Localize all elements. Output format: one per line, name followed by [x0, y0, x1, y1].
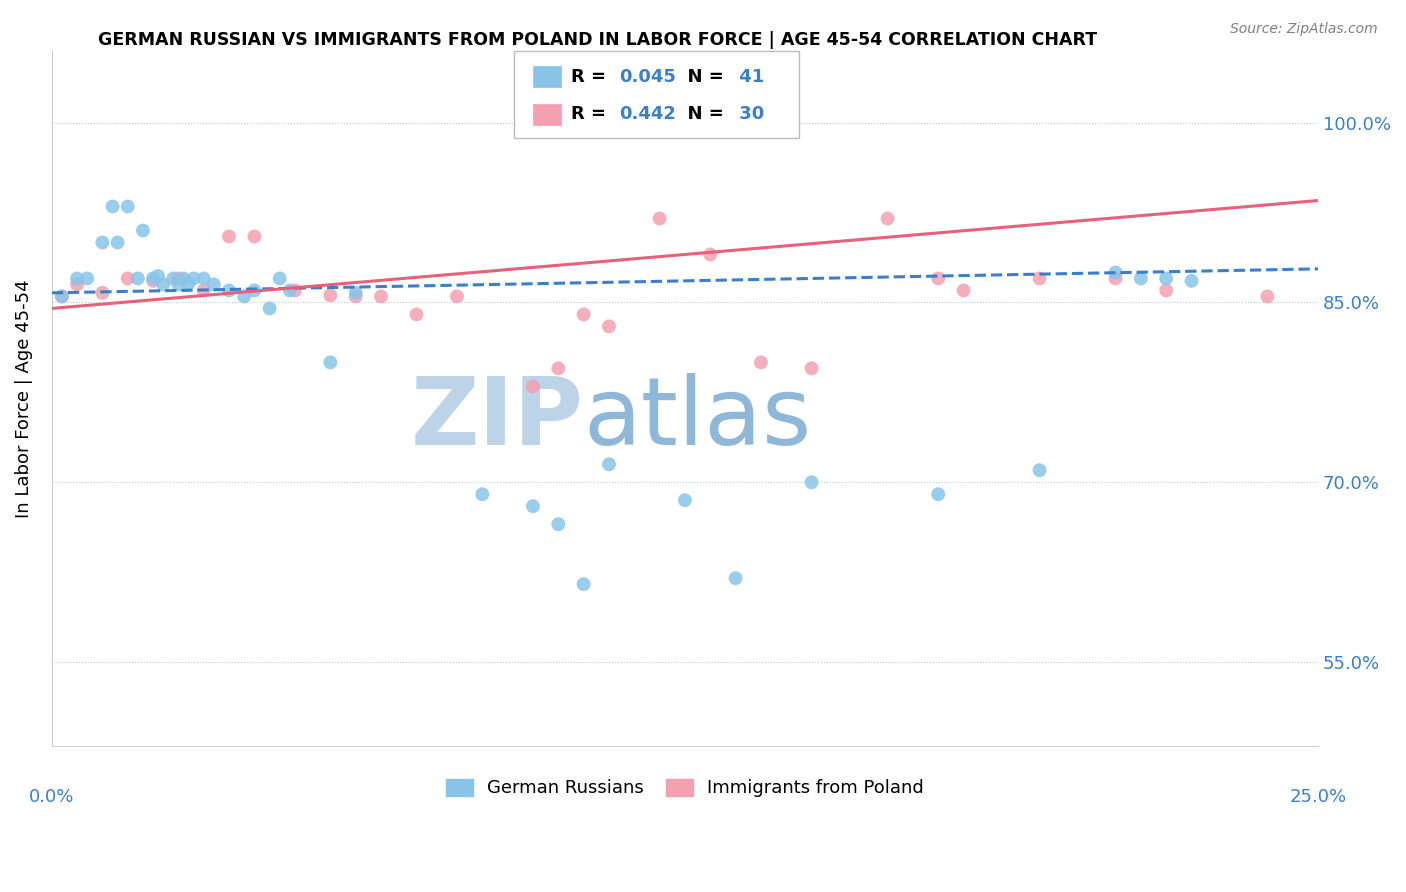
Point	[344, 285, 367, 300]
Text: Source: ZipAtlas.com: Source: ZipAtlas.com	[1230, 22, 1378, 37]
Text: 25.0%: 25.0%	[1289, 788, 1347, 805]
Text: 0.0%: 0.0%	[30, 788, 75, 805]
Point	[547, 517, 569, 532]
Y-axis label: In Labor Force | Age 45-54: In Labor Force | Age 45-54	[15, 279, 32, 517]
Point	[522, 500, 544, 514]
Point	[471, 487, 494, 501]
FancyBboxPatch shape	[533, 103, 561, 125]
Point	[193, 271, 215, 285]
Point	[927, 487, 949, 501]
Point	[876, 211, 898, 226]
Point	[648, 211, 671, 226]
Point	[91, 235, 114, 250]
Point	[177, 277, 200, 291]
Text: 0.442: 0.442	[619, 105, 676, 123]
Point	[1180, 274, 1202, 288]
Point	[284, 284, 307, 298]
Point	[927, 271, 949, 285]
Point	[749, 355, 772, 369]
Point	[91, 285, 114, 300]
Point	[152, 277, 174, 292]
Point	[1028, 463, 1050, 477]
Point	[405, 307, 427, 321]
Point	[243, 284, 266, 298]
Point	[319, 355, 342, 369]
Text: 0.045: 0.045	[619, 68, 676, 86]
Point	[117, 200, 139, 214]
Point	[370, 289, 392, 303]
Point	[76, 271, 98, 285]
Point	[724, 571, 747, 585]
Point	[522, 379, 544, 393]
Point	[51, 289, 73, 303]
FancyBboxPatch shape	[515, 51, 799, 137]
Point	[673, 493, 696, 508]
Point	[1028, 271, 1050, 285]
Point	[952, 284, 974, 298]
Point	[243, 229, 266, 244]
Point	[202, 277, 225, 292]
Point	[183, 271, 205, 285]
Text: N =: N =	[675, 105, 730, 123]
Point	[446, 289, 468, 303]
Point	[66, 277, 89, 292]
Text: 41: 41	[733, 68, 765, 86]
FancyBboxPatch shape	[533, 66, 561, 87]
Point	[278, 284, 301, 298]
Point	[1104, 265, 1126, 279]
Point	[167, 271, 190, 285]
Point	[101, 200, 124, 214]
Point	[1154, 271, 1177, 285]
Point	[218, 229, 240, 244]
Point	[233, 289, 256, 303]
Point	[146, 268, 169, 283]
Point	[66, 271, 89, 285]
Point	[572, 577, 595, 591]
Text: ZIP: ZIP	[411, 373, 583, 466]
Point	[132, 223, 155, 237]
Point	[51, 289, 73, 303]
Point	[598, 319, 620, 334]
Text: atlas: atlas	[583, 373, 811, 466]
Text: R =: R =	[571, 68, 612, 86]
Point	[172, 271, 194, 285]
Point	[162, 271, 184, 285]
Legend: German Russians, Immigrants from Poland: German Russians, Immigrants from Poland	[437, 770, 934, 806]
Point	[319, 288, 342, 302]
Point	[107, 235, 129, 250]
Point	[598, 457, 620, 471]
Point	[218, 284, 240, 298]
Point	[142, 274, 165, 288]
Text: N =: N =	[675, 68, 730, 86]
Point	[800, 475, 823, 490]
Point	[344, 289, 367, 303]
Point	[167, 277, 190, 292]
Point	[800, 361, 823, 376]
Point	[699, 247, 721, 261]
Text: GERMAN RUSSIAN VS IMMIGRANTS FROM POLAND IN LABOR FORCE | AGE 45-54 CORRELATION : GERMAN RUSSIAN VS IMMIGRANTS FROM POLAND…	[98, 31, 1098, 49]
Point	[572, 307, 595, 321]
Point	[547, 361, 569, 376]
Point	[117, 271, 139, 285]
Point	[269, 271, 291, 285]
Point	[259, 301, 281, 316]
Point	[1154, 284, 1177, 298]
Point	[1256, 289, 1278, 303]
Point	[1129, 271, 1152, 285]
Text: R =: R =	[571, 105, 612, 123]
Point	[193, 284, 215, 298]
Point	[142, 271, 165, 285]
Point	[127, 271, 149, 285]
Point	[1104, 271, 1126, 285]
Text: 30: 30	[733, 105, 765, 123]
